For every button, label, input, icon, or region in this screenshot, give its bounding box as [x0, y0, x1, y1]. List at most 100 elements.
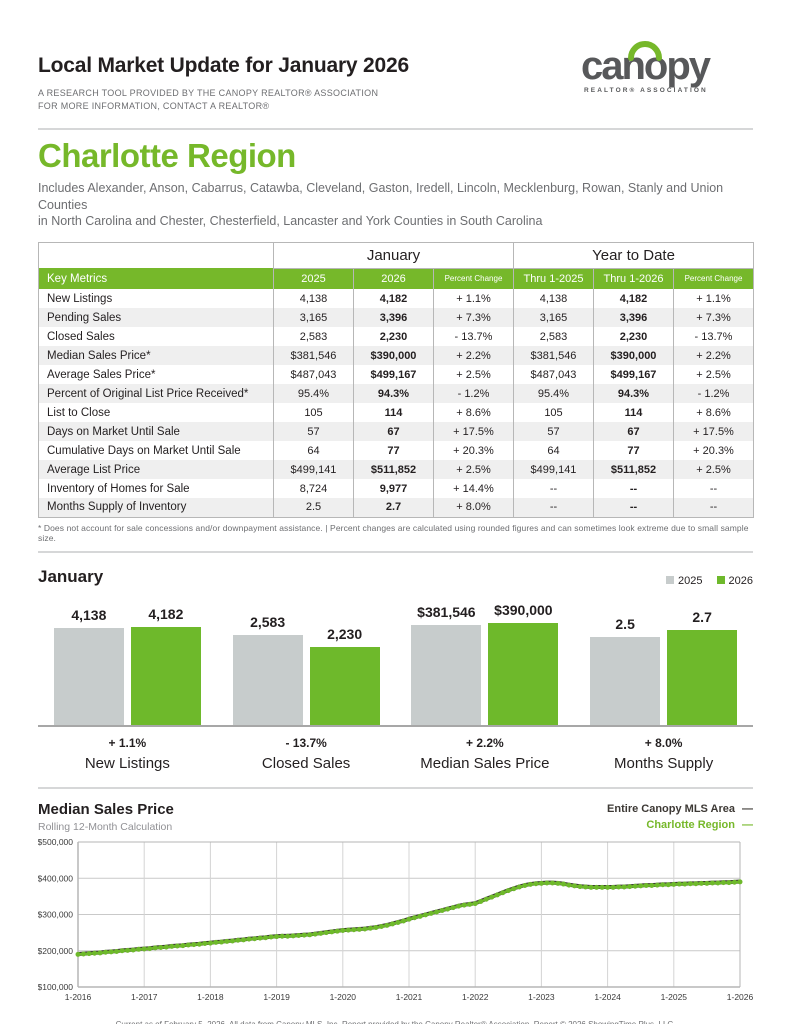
- data-point-marker: [461, 902, 467, 908]
- legend-dash-charlotte-region: —: [742, 818, 753, 831]
- line-chart-title: Median Sales Price: [38, 800, 174, 818]
- data-point-marker: [136, 946, 142, 952]
- canopy-logo: canopy REALTOR® ASSOCIATION: [581, 41, 753, 94]
- data-point-marker: [704, 880, 710, 886]
- bar-chart-captions: + 1.1% New Listings - 13.7% Closed Sales + 2…: [38, 736, 753, 772]
- metric-value-cell: - 1.2%: [433, 384, 514, 403]
- legend-swatch-2026: [716, 575, 725, 584]
- data-point-marker: [676, 881, 682, 887]
- bar-group-new-listings: 4,138 4,182: [38, 606, 217, 725]
- report-subtitle: A RESEARCH TOOL PROVIDED BY THE CANOPY R…: [38, 87, 409, 113]
- data-point-marker: [207, 940, 213, 946]
- metric-value-cell: 3,396: [353, 308, 434, 327]
- metric-value-cell: 9,977: [353, 479, 434, 498]
- data-point-marker: [246, 936, 252, 942]
- axis-tick-label: 1-2023: [528, 992, 555, 1002]
- table-row: Pending Sales 3,165 3,396 + 7.3% 3,165 3,396 +…: [38, 308, 755, 327]
- data-point-marker: [555, 880, 561, 886]
- category-label: Months Supply: [614, 754, 714, 772]
- bar-2025: [411, 624, 482, 725]
- data-point-marker: [274, 933, 280, 939]
- col-2026: 2026: [353, 268, 434, 289]
- col-ytd-percent-change: Percent Change: [672, 268, 755, 289]
- metric-value-cell: - 1.2%: [672, 384, 755, 403]
- axis-tick-label: 1-2021: [396, 992, 423, 1002]
- bar-value-label: $381,546: [417, 603, 476, 620]
- metric-name-cell: Inventory of Homes for Sale: [38, 479, 274, 498]
- data-point-marker: [108, 948, 114, 954]
- data-point-marker: [560, 881, 566, 887]
- category-label: Closed Sales: [261, 754, 351, 772]
- axis-tick-label: $100,000: [38, 982, 73, 992]
- data-point-marker: [367, 925, 373, 931]
- data-point-marker: [544, 879, 550, 885]
- metric-value-cell: $381,546: [513, 346, 594, 365]
- data-point-marker: [378, 923, 384, 929]
- bar-chart-title: January: [38, 566, 104, 586]
- metric-value-cell: 2.5: [273, 498, 354, 518]
- data-point-marker: [191, 941, 197, 947]
- data-point-marker: [130, 947, 136, 953]
- metric-value-cell: + 17.5%: [433, 422, 514, 441]
- line-chart-title-block: Median Sales Price Rolling 12-Month Calc…: [38, 801, 174, 833]
- bar-value-label: $390,000: [494, 601, 553, 618]
- data-point-marker: [373, 924, 379, 930]
- data-point-marker: [538, 880, 544, 886]
- data-point-marker: [456, 903, 462, 909]
- bar-2025: [590, 636, 661, 725]
- line-chart-plot: $100,000 $200,000 $300,000 $400,000 $500,000…: [38, 837, 754, 1018]
- data-point-marker: [665, 881, 671, 887]
- metric-value-cell: + 7.3%: [672, 308, 755, 327]
- data-point-marker: [737, 878, 743, 884]
- data-point-marker: [610, 884, 616, 890]
- bar-group-caption: + 1.1% New Listings: [38, 736, 217, 772]
- data-point-marker: [202, 940, 208, 946]
- data-point-marker: [577, 883, 583, 889]
- metric-value-cell: 3,165: [513, 308, 594, 327]
- metric-value-cell: --: [672, 479, 755, 498]
- table-row: Average Sales Price* $487,043 $499,167 + 2.…: [38, 365, 755, 384]
- line-chart-header: Median Sales Price Rolling 12-Month Calc…: [38, 801, 753, 833]
- data-point-marker: [522, 882, 528, 888]
- subtitle-line-1: A RESEARCH TOOL PROVIDED BY THE CANOPY R…: [38, 88, 379, 98]
- data-point-marker: [731, 879, 737, 885]
- table-row: Days on Market Until Sale 57 67 + 17.5% 57 67…: [38, 422, 755, 441]
- bar-column: $381,546: [411, 603, 482, 725]
- metric-value-cell: + 1.1%: [433, 289, 514, 308]
- metric-value-cell: + 1.1%: [672, 289, 755, 308]
- metric-value-cell: $390,000: [593, 346, 674, 365]
- table-row: Cumulative Days on Market Until Sale 64 77…: [38, 441, 755, 460]
- metric-name-cell: Months Supply of Inventory: [38, 498, 274, 518]
- metric-name-cell: List to Close: [38, 403, 274, 422]
- data-point-marker: [417, 913, 423, 919]
- data-point-marker: [400, 918, 406, 924]
- percent-change-label: + 2.2%: [466, 735, 504, 750]
- metric-value-cell: 64: [273, 441, 354, 460]
- data-point-marker: [511, 885, 517, 891]
- bar-value-label: 2,583: [250, 613, 286, 630]
- bar-group-closed-sales: 2,583 2,230: [217, 614, 396, 725]
- bar-column: $390,000: [488, 601, 559, 725]
- axis-tick-label: 1-2022: [462, 992, 489, 1002]
- bar-2026: [309, 646, 380, 725]
- metric-value-cell: 114: [593, 403, 674, 422]
- col-jan-percent-change: Percent Change: [433, 268, 514, 289]
- data-point-marker: [423, 911, 429, 917]
- bar-column: 4,182: [130, 606, 201, 725]
- metric-value-cell: $499,141: [513, 460, 594, 479]
- metric-name-cell: Closed Sales: [38, 327, 274, 346]
- metric-name-cell: Percent of Original List Price Received*: [38, 384, 274, 403]
- metric-value-cell: 4,182: [353, 289, 434, 308]
- data-point-marker: [671, 881, 677, 887]
- metric-value-cell: 77: [353, 441, 434, 460]
- legend-item-2025: 2025: [666, 575, 703, 587]
- data-point-marker: [516, 883, 522, 889]
- data-point-marker: [527, 881, 533, 887]
- metric-value-cell: 105: [273, 403, 354, 422]
- col-thru-1-2025: Thru 1-2025: [513, 268, 594, 289]
- category-label: New Listings: [84, 754, 170, 772]
- data-point-marker: [329, 928, 335, 934]
- data-point-marker: [406, 916, 412, 922]
- data-point-marker: [86, 950, 92, 956]
- metric-value-cell: $499,167: [353, 365, 434, 384]
